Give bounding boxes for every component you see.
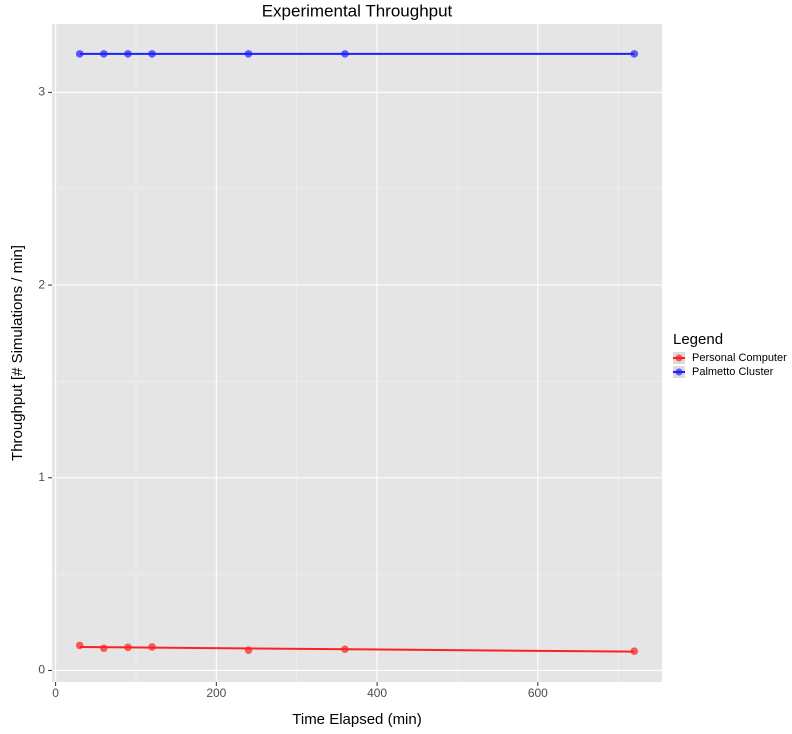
x-tick-label: 200 bbox=[206, 686, 226, 700]
legend-title: Legend bbox=[673, 331, 723, 348]
x-tick-label: 600 bbox=[528, 686, 548, 700]
x-tick-label: 400 bbox=[367, 686, 387, 700]
point bbox=[341, 645, 349, 654]
point bbox=[148, 643, 156, 651]
x-axis-label: Time Elapsed (min) bbox=[292, 711, 421, 728]
y-tick-label: 3 bbox=[38, 85, 45, 99]
legend-point bbox=[675, 354, 683, 362]
y-tick-label: 1 bbox=[38, 470, 45, 484]
y-axis-label: Throughput [# Simulations / min] bbox=[9, 245, 26, 461]
point bbox=[124, 50, 132, 58]
point bbox=[630, 647, 639, 655]
point bbox=[100, 644, 108, 653]
trend-line bbox=[79, 646, 635, 653]
point bbox=[341, 50, 349, 58]
legend-point bbox=[675, 368, 683, 376]
point bbox=[148, 50, 156, 58]
point bbox=[630, 50, 639, 58]
chart-title: Experimental Throughput bbox=[262, 1, 453, 20]
panel bbox=[52, 24, 662, 682]
x-tick-label: 0 bbox=[52, 686, 59, 700]
point bbox=[75, 50, 84, 58]
legend-label: Palmetto Cluster bbox=[692, 366, 774, 378]
point bbox=[244, 646, 253, 655]
grid bbox=[52, 24, 662, 682]
point bbox=[75, 641, 84, 650]
point bbox=[244, 50, 253, 58]
y-tick-label: 2 bbox=[38, 277, 45, 291]
point bbox=[124, 643, 132, 652]
point bbox=[100, 50, 108, 58]
marks bbox=[75, 50, 639, 655]
legend-label: Personal Computer bbox=[692, 352, 787, 364]
y-tick-label: 0 bbox=[38, 663, 45, 677]
